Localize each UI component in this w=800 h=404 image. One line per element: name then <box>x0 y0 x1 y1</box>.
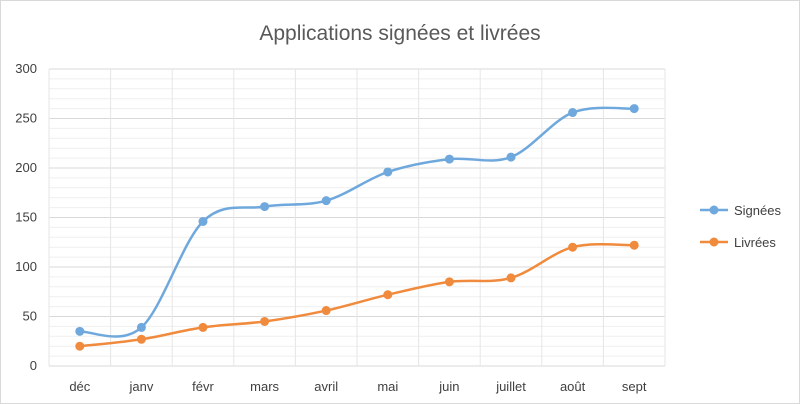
y-tick-label: 250 <box>15 111 37 126</box>
x-tick-label: avril <box>314 379 338 394</box>
x-tick-label: juin <box>438 379 459 394</box>
data-point <box>136 322 146 332</box>
data-point <box>568 242 578 252</box>
y-tick-label: 50 <box>23 309 37 324</box>
x-tick-label: févr <box>192 379 214 394</box>
y-tick-label: 100 <box>15 259 37 274</box>
data-point <box>568 108 578 118</box>
data-point <box>444 154 454 164</box>
data-point <box>198 216 208 226</box>
y-tick-label: 150 <box>15 210 37 225</box>
x-axis-ticks: déc janv févr mars avril mai juin juillet août se… <box>69 379 647 394</box>
series-line-signées <box>79 106 635 338</box>
legend-marker <box>709 205 719 215</box>
data-point <box>198 322 208 332</box>
data-point <box>629 104 639 114</box>
x-tick-label: déc <box>69 379 90 394</box>
x-tick-label: août <box>560 379 586 394</box>
legend-label: Signées <box>734 203 781 218</box>
x-tick-label: juillet <box>495 379 526 394</box>
chart-title: Applications signées et livrées <box>259 22 540 45</box>
data-point <box>629 240 639 250</box>
data-point <box>75 341 85 351</box>
data-point <box>506 273 516 283</box>
data-point <box>383 167 393 177</box>
y-tick-label: 0 <box>30 358 37 373</box>
x-tick-label: mars <box>250 379 279 394</box>
data-point <box>260 316 270 326</box>
y-tick-label: 300 <box>15 61 37 76</box>
x-tick-label: janv <box>128 379 153 394</box>
data-point <box>444 277 454 287</box>
data-point <box>321 306 331 316</box>
data-point <box>260 202 270 212</box>
legend-label: Livrées <box>734 235 776 250</box>
data-point <box>136 334 146 344</box>
y-axis-ticks: 0 50 100 150 200 250 300 <box>15 61 37 373</box>
data-point <box>383 290 393 300</box>
legend-marker <box>709 237 719 247</box>
series-line-livrées <box>79 243 635 348</box>
data-point <box>75 326 85 336</box>
x-tick-label: sept <box>622 379 647 394</box>
x-tick-label: mai <box>377 379 398 394</box>
legend: Signées Livrées <box>700 203 781 250</box>
series-group <box>75 104 639 351</box>
data-point <box>506 152 516 162</box>
y-tick-label: 200 <box>15 160 37 175</box>
data-point <box>321 196 331 206</box>
